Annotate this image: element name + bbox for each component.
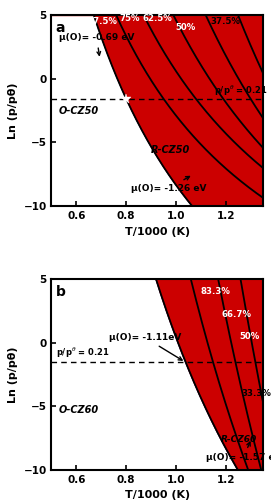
- Text: μ(O)= -1.11eV: μ(O)= -1.11eV: [109, 333, 182, 360]
- Text: R-CZ60: R-CZ60: [221, 435, 257, 444]
- Text: O-CZ50: O-CZ50: [59, 106, 99, 117]
- X-axis label: T/1000 (K): T/1000 (K): [125, 490, 190, 500]
- Text: b: b: [56, 284, 66, 298]
- Text: 50%: 50%: [176, 24, 196, 32]
- Text: p/p$^{\theta}$ = 0.21: p/p$^{\theta}$ = 0.21: [56, 346, 110, 360]
- Text: 83.3%: 83.3%: [201, 287, 231, 296]
- X-axis label: T/1000 (K): T/1000 (K): [125, 226, 190, 236]
- Text: p/p$^{\theta}$ = 0.21: p/p$^{\theta}$ = 0.21: [214, 84, 268, 98]
- Text: μ(O)= -0.69 eV: μ(O)= -0.69 eV: [59, 34, 134, 56]
- Text: a: a: [56, 20, 65, 34]
- Text: 66.7%: 66.7%: [222, 310, 252, 319]
- Y-axis label: Ln (p/pθ): Ln (p/pθ): [8, 82, 18, 139]
- Text: 37.5%: 37.5%: [211, 17, 240, 26]
- Y-axis label: Ln (p/pθ): Ln (p/pθ): [8, 346, 18, 403]
- Text: μ(O)= -1.57 eV: μ(O)= -1.57 eV: [206, 442, 271, 462]
- Text: μ(O)= -1.26 eV: μ(O)= -1.26 eV: [131, 176, 207, 193]
- Text: 87.5%: 87.5%: [88, 17, 117, 26]
- Text: 75%: 75%: [120, 14, 140, 24]
- Text: 62.5%: 62.5%: [142, 14, 172, 24]
- Text: 33.3%: 33.3%: [242, 389, 271, 398]
- Text: R-CZ50: R-CZ50: [151, 144, 190, 154]
- Text: O-CZ60: O-CZ60: [59, 404, 99, 414]
- Text: 50%: 50%: [239, 332, 259, 340]
